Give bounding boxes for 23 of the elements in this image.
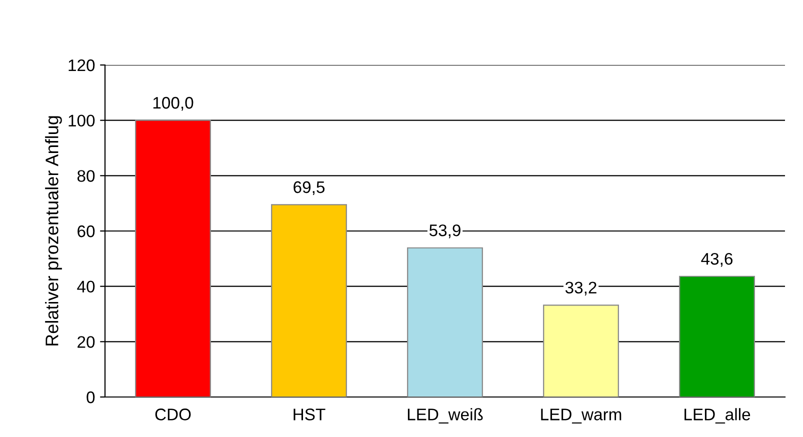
- y-tick-label: 60: [78, 225, 95, 238]
- x-tick-label: HST: [294, 408, 326, 420]
- y-tick-label: 20: [78, 336, 95, 348]
- y-axis-title: Relativer prozentualer Anflug: [45, 116, 62, 346]
- y-tick-label: 80: [77, 170, 95, 182]
- data-label: 43,6: [701, 252, 732, 267]
- bar: [135, 120, 211, 397]
- bar: [407, 247, 483, 397]
- x-tick-label: LED_alle: [684, 408, 750, 424]
- x-tick-label: CDO: [155, 408, 191, 420]
- y-tick-label: 100: [68, 114, 95, 127]
- data-label: 100,0: [153, 96, 194, 111]
- y-tick-label: 0: [86, 391, 95, 404]
- data-label: 33,2: [565, 282, 596, 296]
- bar: [271, 204, 347, 397]
- data-label: 69,5: [294, 181, 325, 196]
- y-tick-label: 40: [77, 280, 95, 293]
- x-tick-label: LED_warm: [541, 408, 622, 424]
- data-label: 53,9: [429, 224, 460, 238]
- bar: [679, 276, 755, 397]
- x-tick-label: LED_weiß: [408, 408, 483, 424]
- y-tick-label: 120: [68, 59, 95, 72]
- bar: [543, 304, 619, 397]
